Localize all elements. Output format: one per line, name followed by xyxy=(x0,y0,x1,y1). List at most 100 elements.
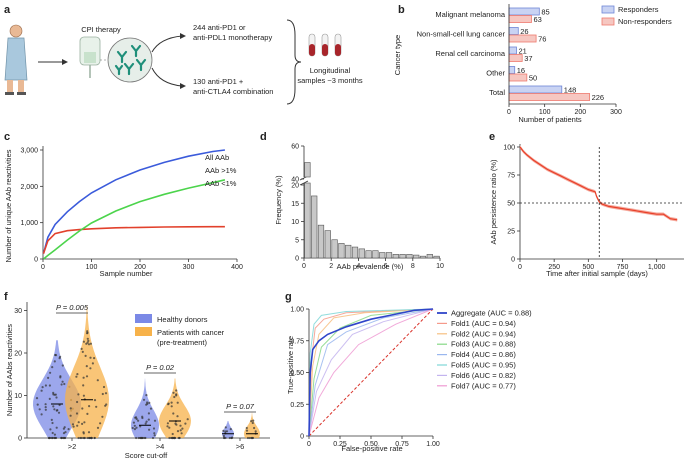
f-data-point xyxy=(96,379,99,382)
f-data-point xyxy=(35,397,39,400)
f-y-tick-label: 20 xyxy=(14,351,22,358)
g-chance-line xyxy=(308,308,434,437)
c-line-aab-lt1 xyxy=(42,179,226,260)
f-data-point xyxy=(153,419,157,422)
f-data-point xyxy=(69,407,72,410)
f-data-point xyxy=(245,429,249,432)
f-data-point xyxy=(166,422,169,425)
f-data-point xyxy=(87,343,91,346)
d-x-tick-label: 6 xyxy=(384,263,388,270)
b-value-label: 76 xyxy=(538,35,546,44)
g-legend-label: Fold2 (AUC = 0.94) xyxy=(451,329,516,338)
d-y-tick-label: 60 xyxy=(291,144,299,151)
f-data-point xyxy=(55,426,58,429)
c-x-tick-label: 400 xyxy=(231,264,243,271)
f-data-point xyxy=(77,436,80,440)
g-roc-fold6 xyxy=(308,308,434,437)
f-y-tick-label: 10 xyxy=(14,393,22,400)
b-y-axis-label: Cancer type xyxy=(393,35,402,75)
f-data-point xyxy=(63,382,66,386)
f-data-point xyxy=(55,409,58,412)
f-data-point xyxy=(168,436,171,440)
d-hist-bar-upper xyxy=(304,162,311,178)
f-data-point xyxy=(53,408,56,411)
f-data-point xyxy=(146,401,149,404)
f-data-point xyxy=(152,427,156,430)
f-data-point xyxy=(131,426,134,430)
g-y-tick-label: 1.00 xyxy=(290,307,304,314)
branch-mono-line1: 244 anti-PD1 or xyxy=(193,23,246,32)
e-x-tick-label: 250 xyxy=(548,264,560,271)
f-data-point xyxy=(82,394,85,397)
f-data-point xyxy=(132,421,135,424)
f-data-point xyxy=(47,436,51,440)
b-legend-non-responders: Non-responders xyxy=(618,17,672,26)
d-hist-bar xyxy=(317,224,325,259)
f-data-point xyxy=(179,424,182,427)
panel-c: c Number of unique AAb reactivities Samp… xyxy=(4,131,243,278)
e-y-tick-label: 25 xyxy=(507,229,515,236)
antibody-icons xyxy=(114,44,147,76)
b-value-label: 16 xyxy=(517,66,525,75)
f-data-point xyxy=(49,371,52,374)
f-legend-healthy: Healthy donors xyxy=(157,315,208,324)
f-violin-patients xyxy=(65,306,109,438)
f-data-point xyxy=(96,426,100,429)
branch-combo-line1: 130 anti-PD1 + xyxy=(193,77,244,86)
g-y-tick-label: 0.25 xyxy=(290,402,304,409)
d-hist-bar xyxy=(351,246,359,259)
g-roc-fold1 xyxy=(308,308,434,437)
f-data-point xyxy=(246,436,250,440)
f-data-point xyxy=(102,385,106,389)
b-legend: Responders Non-responders xyxy=(601,5,672,26)
b-legend-swatch-responders xyxy=(601,5,615,14)
g-y-axis-label: True-positive rate xyxy=(286,336,295,394)
f-data-point xyxy=(82,384,85,387)
f-data-point xyxy=(82,431,85,434)
panel-e: e AAb persistence ratio (%) Time after i… xyxy=(489,131,684,278)
d-hist-bar xyxy=(392,254,399,259)
f-data-point xyxy=(81,350,84,353)
f-pvalue-label: P = 0.07 xyxy=(226,402,255,411)
d-x-tick-label: 4 xyxy=(356,263,360,270)
f-x-tick-label: >6 xyxy=(236,442,245,451)
f-data-point xyxy=(40,389,43,392)
f-x-axis-label: Score cut-off xyxy=(125,451,168,460)
panel-b-letter: b xyxy=(398,4,405,16)
f-data-point xyxy=(63,436,67,440)
f-data-point xyxy=(184,422,187,425)
f-data-point xyxy=(176,415,179,418)
f-data-point xyxy=(82,340,85,343)
f-data-point xyxy=(83,436,86,440)
f-data-point xyxy=(148,428,151,431)
e-y-tick-label: 100 xyxy=(503,145,515,152)
b-bar-non-responders xyxy=(508,15,532,23)
f-data-point xyxy=(170,401,173,404)
f-y-tick-label: 30 xyxy=(14,308,22,315)
d-hist-bar xyxy=(304,182,311,259)
f-data-point xyxy=(87,431,91,434)
f-violin-healthy xyxy=(131,378,159,438)
f-data-point xyxy=(50,418,53,421)
f-data-point xyxy=(62,427,65,430)
f-data-point xyxy=(147,412,150,415)
g-x-tick-label: 0.75 xyxy=(395,441,409,448)
f-data-point xyxy=(231,436,234,439)
f-data-point xyxy=(145,394,148,397)
g-legend-label: Fold6 (AUC = 0.82) xyxy=(451,371,516,380)
f-data-point xyxy=(52,391,55,394)
d-hist-bar xyxy=(324,230,331,259)
b-bar-non-responders xyxy=(508,34,537,43)
f-data-point xyxy=(145,420,148,423)
f-data-point xyxy=(144,422,147,425)
f-data-point xyxy=(176,401,179,404)
c-y-tick-label: 3,000 xyxy=(20,148,38,155)
b-bar-responders xyxy=(508,85,563,94)
f-data-point xyxy=(222,429,225,432)
e-x-tick-label: 0 xyxy=(518,264,522,271)
d-x-tick-label: 8 xyxy=(411,263,415,270)
f-data-point xyxy=(151,436,155,440)
c-line-aab-gt1 xyxy=(42,225,225,254)
f-data-point xyxy=(139,425,142,428)
f-data-point xyxy=(145,403,148,406)
